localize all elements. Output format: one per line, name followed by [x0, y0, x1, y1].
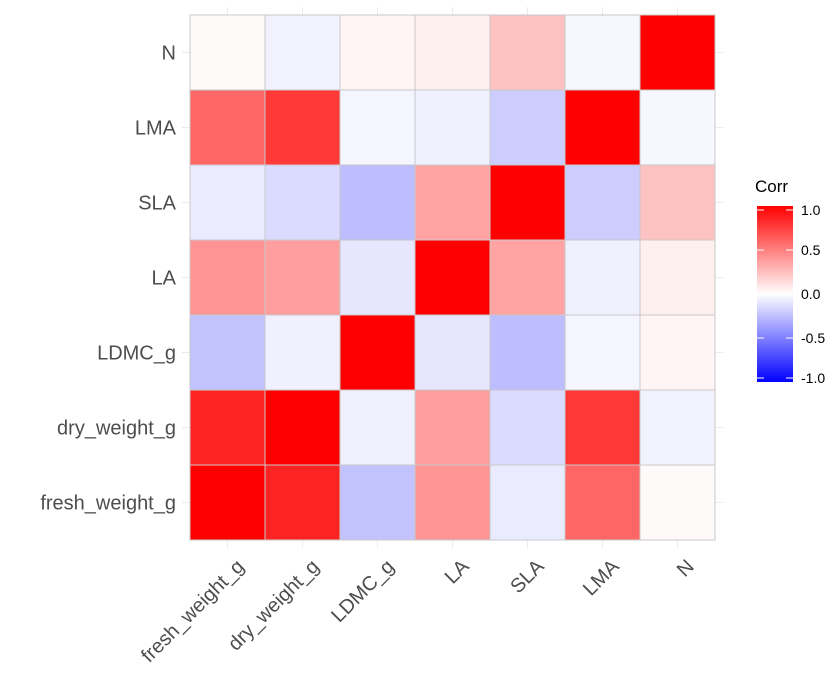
heatmap-cell: [489, 239, 566, 316]
heatmap-cell: [189, 14, 266, 91]
heatmap-cell: [639, 464, 716, 541]
heatmap-cell: [189, 464, 266, 541]
heatmap-cell: [339, 14, 416, 91]
heatmap-cell: [264, 464, 341, 541]
heatmap-cell: [489, 464, 566, 541]
heatmap-cell: [414, 239, 491, 316]
heatmap-cell: [639, 164, 716, 241]
heatmap-cell: [639, 314, 716, 391]
heatmap-cell: [264, 239, 341, 316]
heatmap-cell: [189, 389, 266, 466]
y-tick-label: LMA: [135, 118, 177, 140]
legend-tick-label: -1.0: [801, 370, 825, 386]
heatmap-cell: [189, 314, 266, 391]
heatmap-cell: [189, 89, 266, 166]
y-tick-label: SLA: [138, 193, 176, 215]
legend-tick-label: 0.5: [801, 242, 821, 258]
heatmap-cell: [414, 389, 491, 466]
x-tick-label: LA: [441, 555, 474, 588]
heatmap-cell: [564, 14, 641, 91]
x-tick-label: SLA: [506, 555, 549, 598]
heatmap-cell: [339, 464, 416, 541]
y-tick-label: fresh_weight_g: [40, 493, 176, 515]
heatmap-cells: [189, 14, 716, 541]
y-tick-label: LDMC_g: [97, 343, 176, 365]
heatmap-cell: [489, 89, 566, 166]
heatmap-cell: [489, 164, 566, 241]
heatmap-cell: [489, 389, 566, 466]
heatmap-cell: [564, 389, 641, 466]
heatmap-cell: [639, 239, 716, 316]
heatmap-cell: [564, 464, 641, 541]
x-tick-label: LMA: [579, 555, 624, 600]
heatmap-cell: [639, 389, 716, 466]
heatmap-cell: [339, 164, 416, 241]
y-tick-label: LA: [152, 268, 177, 290]
heatmap-cell: [414, 464, 491, 541]
x-tick-label: LDMC_g: [327, 556, 398, 627]
heatmap-cell: [414, 89, 491, 166]
heatmap-cell: [339, 89, 416, 166]
heatmap-cell: [339, 314, 416, 391]
heatmap-cell: [564, 164, 641, 241]
heatmap-cell: [189, 164, 266, 241]
legend-tick-label: 0.0: [801, 286, 821, 302]
heatmap-cell: [264, 14, 341, 91]
legend-tick-label: 1.0: [801, 202, 821, 218]
x-tick-label: N: [673, 556, 699, 582]
y-tick-label: dry_weight_g: [57, 418, 176, 440]
heatmap-cell: [264, 314, 341, 391]
heatmap-cell: [564, 239, 641, 316]
heatmap-cell: [414, 164, 491, 241]
x-tick-label: fresh_weight_g: [137, 556, 248, 667]
heatmap-cell: [264, 164, 341, 241]
heatmap-cell: [414, 314, 491, 391]
y-tick-label: N: [162, 43, 176, 65]
heatmap-cell: [264, 89, 341, 166]
heatmap-cell: [264, 389, 341, 466]
heatmap-cell: [414, 14, 491, 91]
heatmap-cell: [189, 239, 266, 316]
legend-tick-label: -0.5: [801, 330, 825, 346]
heatmap-cell: [339, 389, 416, 466]
heatmap-cell: [339, 239, 416, 316]
heatmap-cell: [639, 14, 716, 91]
heatmap-cell: [489, 314, 566, 391]
heatmap-cell: [564, 89, 641, 166]
heatmap-cell: [564, 314, 641, 391]
heatmap-cell: [639, 89, 716, 166]
y-axis-labels: fresh_weight_g dry_weight_g LDMC_g LA SLA LMA…: [40, 43, 176, 515]
legend-ticks: 1.0 0.5 0.0 -0.5 -1.0: [757, 202, 825, 386]
legend-title: Corr: [755, 177, 788, 196]
legend: Corr 1.0 0.5 0.0 -0.5 -1.0: [755, 177, 825, 386]
heatmap-cell: [489, 14, 566, 91]
